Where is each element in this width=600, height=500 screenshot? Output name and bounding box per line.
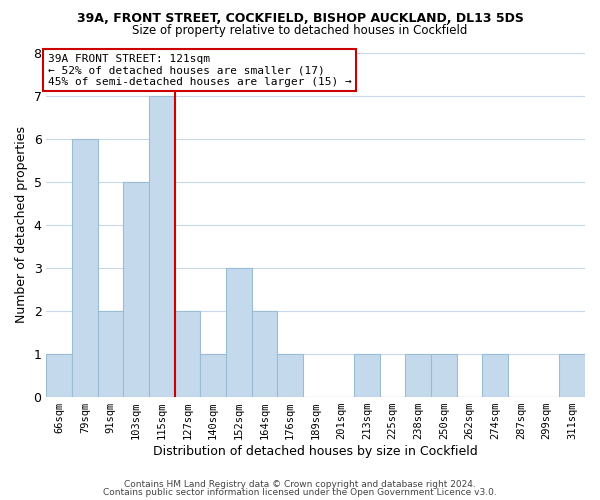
Bar [251,310,277,396]
Text: 39A FRONT STREET: 121sqm
← 52% of detached houses are smaller (17)
45% of semi-d: 39A FRONT STREET: 121sqm ← 52% of detach… [47,54,352,87]
Bar [406,354,431,397]
Text: 39A, FRONT STREET, COCKFIELD, BISHOP AUCKLAND, DL13 5DS: 39A, FRONT STREET, COCKFIELD, BISHOP AUC… [77,12,523,26]
Bar [226,268,251,396]
Bar [277,354,303,397]
Text: Contains public sector information licensed under the Open Government Licence v3: Contains public sector information licen… [103,488,497,497]
Bar [482,354,508,397]
Text: Contains HM Land Registry data © Crown copyright and database right 2024.: Contains HM Land Registry data © Crown c… [124,480,476,489]
Bar [149,96,175,397]
Bar [175,310,200,396]
Bar [431,354,457,397]
X-axis label: Distribution of detached houses by size in Cockfield: Distribution of detached houses by size … [154,444,478,458]
Bar [98,310,124,396]
Bar [124,182,149,396]
Bar [72,138,98,396]
Bar [200,354,226,397]
Bar [354,354,380,397]
Text: Size of property relative to detached houses in Cockfield: Size of property relative to detached ho… [133,24,467,37]
Bar [46,354,72,397]
Bar [559,354,585,397]
Y-axis label: Number of detached properties: Number of detached properties [15,126,28,323]
